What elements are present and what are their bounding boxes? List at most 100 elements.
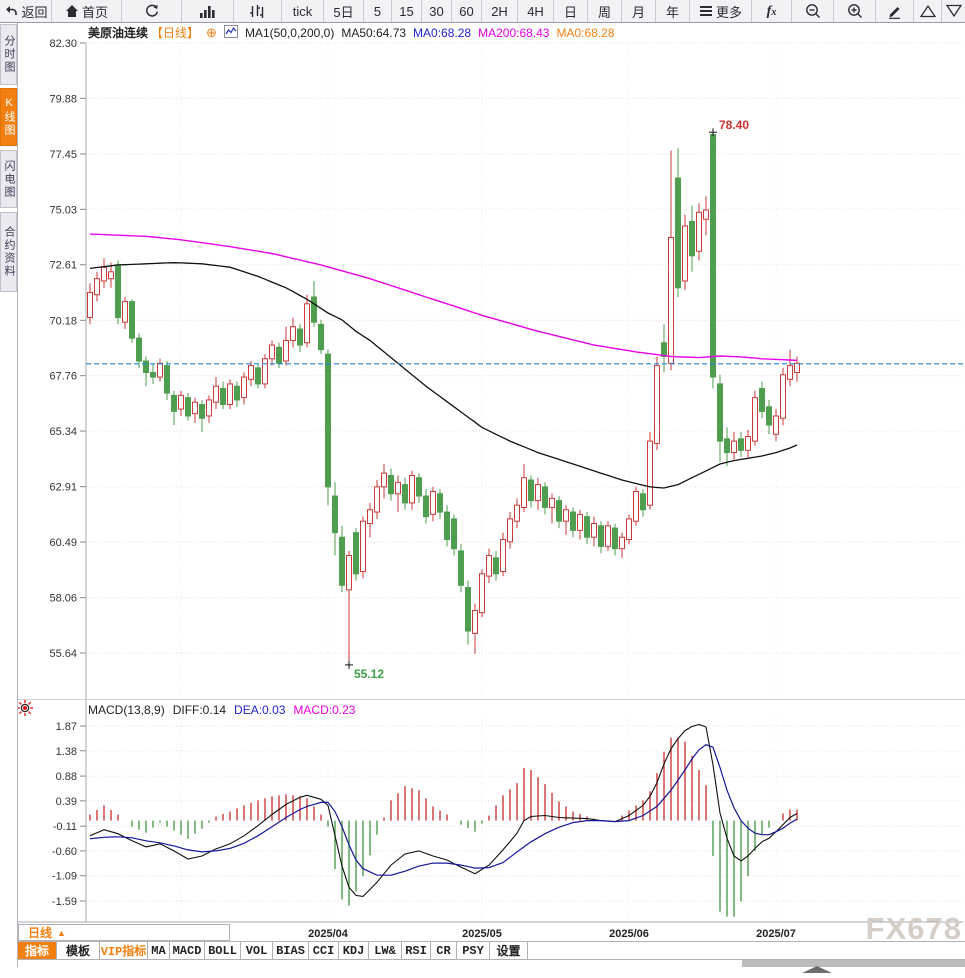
indicator-tab-PSY[interactable]: PSY — [457, 942, 490, 960]
candle — [297, 328, 303, 346]
price-axis-label: 72.61 — [49, 260, 77, 272]
macd-title: MACD(13,8,9) — [88, 702, 165, 717]
menu-icon — [699, 5, 713, 17]
indicator-tab-BIAS[interactable]: BIAS — [273, 942, 309, 960]
macd-axis-label: 1.38 — [56, 746, 77, 758]
ma0-blue-value: MA0:68.28 — [413, 25, 472, 40]
candle — [647, 440, 653, 506]
sidebar-tab-3[interactable]: 闪电图 — [0, 150, 17, 208]
indicator-tab-VOL[interactable]: VOL — [241, 942, 273, 960]
tick-chart-icon — [249, 4, 266, 19]
price-axis-label: 79.88 — [49, 93, 77, 105]
macd-axis-label: 1.87 — [56, 721, 77, 733]
price-axis-label: 60.49 — [49, 537, 77, 549]
tick-chart-view-button[interactable] — [234, 0, 282, 22]
macd-axis-label: -0.60 — [52, 846, 77, 858]
macd-axis-label: 0.88 — [56, 771, 77, 783]
period-label: 【日线】 — [151, 26, 200, 40]
indicator-tab-CCI[interactable]: CCI — [309, 942, 339, 960]
macd-legend: MACD(13,8,9) DIFF:0.14 DEA:0.03 MACD:0.2… — [88, 702, 355, 717]
date-axis-label: 2025/04 — [308, 928, 349, 940]
candle — [766, 406, 772, 426]
indicator-tab-指标[interactable]: 指标 — [18, 942, 57, 960]
price-axis-label: 77.45 — [49, 149, 77, 161]
indicator-tab-BOLL[interactable]: BOLL — [205, 942, 241, 960]
indicator-tab-MA[interactable]: MA — [148, 942, 170, 960]
candle — [465, 587, 471, 632]
candle — [346, 555, 352, 591]
macd-axis-label: -1.59 — [52, 896, 77, 908]
indicator-settings-icon[interactable] — [16, 699, 34, 717]
candle — [773, 415, 779, 435]
candle — [605, 525, 611, 547]
candle — [409, 474, 415, 504]
more-menu-button[interactable]: 更多 — [690, 0, 752, 22]
interval-daily-button-label: 日 — [563, 4, 577, 20]
interval-tick-button[interactable]: tick — [282, 0, 324, 22]
candle — [675, 177, 681, 289]
indicator-tab-设置[interactable]: 设置 — [490, 942, 528, 960]
bar-chart-view-button[interactable] — [182, 0, 234, 22]
candle — [563, 509, 569, 522]
bottom-drawer-handle[interactable] — [742, 960, 965, 973]
indicator-tab-RSI[interactable]: RSI — [402, 942, 431, 960]
interval-30m-button[interactable]: 30 — [422, 0, 452, 22]
candle — [570, 511, 576, 531]
candle — [185, 397, 191, 417]
interval-4h-button[interactable]: 4H — [518, 0, 554, 22]
indicator-fx-button[interactable]: fx — [752, 0, 792, 22]
indicator-tab-模板[interactable]: 模板 — [57, 942, 100, 960]
interval-weekly-button[interactable]: 周 — [588, 0, 622, 22]
interval-monthly-button[interactable]: 月 — [622, 0, 656, 22]
candle — [612, 527, 618, 550]
ma-settings: MA1(50,0,200,0) — [244, 25, 335, 40]
sidebar-tab-4[interactable]: 合约资料 — [0, 212, 17, 292]
candle — [626, 518, 632, 541]
indicator-tab-MACD[interactable]: MACD — [170, 942, 205, 960]
interval-2h-button[interactable]: 2H — [482, 0, 518, 22]
candle — [374, 486, 380, 513]
price-axis-label: 55.64 — [49, 648, 77, 660]
zoom-in-button[interactable] — [834, 0, 876, 22]
candle — [269, 344, 275, 360]
candle — [591, 522, 597, 538]
candle — [213, 385, 219, 403]
candle — [521, 477, 527, 508]
interval-5m-button[interactable]: 5 — [364, 0, 392, 22]
panel-down-button[interactable] — [942, 0, 965, 22]
interval-yearly-button[interactable]: 年 — [656, 0, 690, 22]
interval-15m-button[interactable]: 15 — [392, 0, 422, 22]
candle — [304, 303, 310, 344]
ma50-value: MA50:64.73 — [341, 25, 407, 40]
candle — [108, 271, 114, 280]
period-selector[interactable]: 日线 ▲ — [18, 924, 230, 941]
candle — [388, 474, 394, 495]
candle — [290, 326, 296, 341]
price-axis-label: 82.30 — [49, 38, 77, 50]
indicator-tab-CR[interactable]: CR — [431, 942, 457, 960]
candle — [325, 353, 331, 488]
refresh-button[interactable] — [122, 0, 182, 22]
interval-60m-button[interactable]: 60 — [452, 0, 482, 22]
add-indicator-icon[interactable]: ⊕ — [206, 25, 217, 40]
sidebar-tab-1[interactable]: 分时图 — [0, 24, 17, 85]
indicator-tab-LW&[interactable]: LW& — [369, 942, 402, 960]
indicator-tab-KDJ[interactable]: KDJ — [339, 942, 369, 960]
candle — [668, 236, 674, 364]
candle — [283, 339, 289, 362]
home-button[interactable]: 首页 — [52, 0, 122, 22]
draw-tool-button[interactable] — [876, 0, 914, 22]
interval-daily-button[interactable]: 日 — [554, 0, 588, 22]
panel-up-button[interactable] — [914, 0, 942, 22]
candle — [689, 220, 695, 257]
interval-yearly-button-label: 年 — [665, 4, 679, 20]
panel-divider — [18, 699, 965, 700]
back-button[interactable]: 返回 — [0, 0, 52, 22]
sidebar-tab-2[interactable]: K线图 — [0, 88, 17, 146]
indicator-tab-VIP指标[interactable]: VIP指标 — [100, 942, 148, 960]
price-axis-label: 58.06 — [49, 593, 77, 605]
interval-60m-button-label: 60 — [459, 3, 474, 19]
zoom-out-button[interactable] — [792, 0, 834, 22]
interval-5d-button[interactable]: 5日 — [324, 0, 364, 22]
